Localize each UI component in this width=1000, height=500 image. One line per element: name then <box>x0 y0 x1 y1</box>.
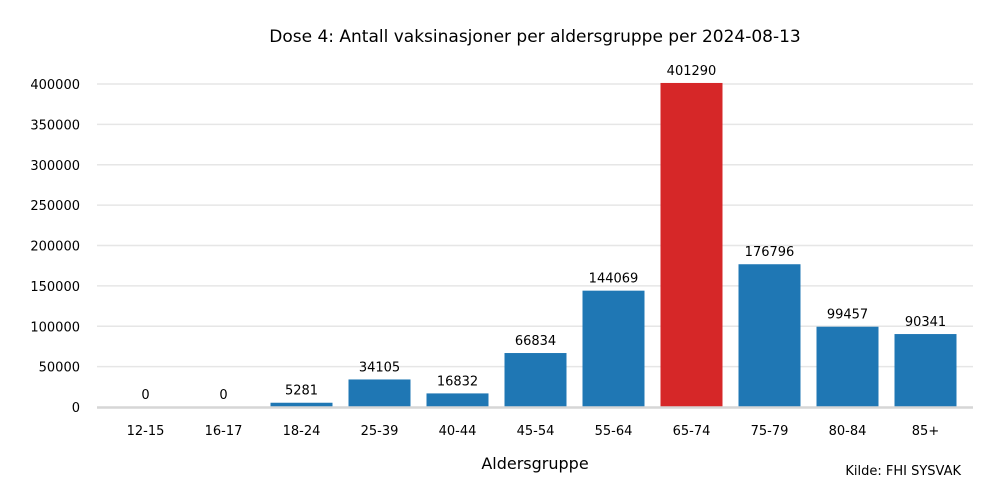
x-tick-label: 25-39 <box>361 424 399 439</box>
bar-55-64 <box>582 290 645 407</box>
y-tick-label: 100000 <box>30 320 80 335</box>
bars <box>270 82 957 408</box>
y-axis-ticks: 0 50000 100000 150000 200000 250000 300000 3500… <box>30 78 80 416</box>
bar-75-79 <box>738 264 801 407</box>
bar-65-74 <box>660 82 723 408</box>
x-tick-label: 65-74 <box>673 424 711 439</box>
data-label-80-84: 99457 <box>827 308 868 323</box>
source-note: Kilde: FHI SYSVAK <box>845 464 961 479</box>
data-label-40-44: 16832 <box>437 374 478 389</box>
bar-80-84 <box>816 326 879 407</box>
data-label-85+: 90341 <box>905 315 946 330</box>
x-tick-label: 75-79 <box>751 424 789 439</box>
data-label-12-15: 0 <box>141 388 149 403</box>
x-tick-label: 80-84 <box>829 424 867 439</box>
bar-25-39 <box>348 379 411 407</box>
data-labels: 0 0 5281 34105 16832 66834 144069 401290 176796 9… <box>141 64 946 403</box>
chart-title: Dose 4: Antall vaksinasjoner per aldersg… <box>269 27 801 47</box>
y-tick-label: 400000 <box>30 78 80 93</box>
x-tick-label: 85+ <box>912 424 939 439</box>
x-axis-ticks: 12-15 16-17 18-24 25-39 40-44 45-54 55-64 65-74… <box>127 424 940 439</box>
x-tick-label: 12-15 <box>127 424 165 439</box>
y-tick-label: 300000 <box>30 159 80 174</box>
data-label-18-24: 5281 <box>285 384 318 399</box>
bar-85+ <box>894 334 957 407</box>
x-tick-label: 45-54 <box>517 424 555 439</box>
data-label-25-39: 34105 <box>359 360 400 375</box>
x-tick-label: 40-44 <box>439 424 477 439</box>
data-label-45-54: 66834 <box>515 334 556 349</box>
y-tick-label: 0 <box>72 401 80 416</box>
bar-18-24 <box>270 402 333 407</box>
y-tick-label: 150000 <box>30 280 80 295</box>
y-tick-label: 350000 <box>30 118 80 133</box>
data-label-65-74: 401290 <box>667 64 717 79</box>
x-tick-label: 18-24 <box>283 424 321 439</box>
bar-40-44 <box>426 393 489 407</box>
x-tick-label: 16-17 <box>205 424 243 439</box>
y-tick-label: 50000 <box>39 361 80 376</box>
gridlines <box>97 83 973 368</box>
y-tick-label: 250000 <box>30 199 80 214</box>
x-tick-label: 55-64 <box>595 424 633 439</box>
y-tick-label: 200000 <box>30 240 80 255</box>
x-axis-title: Aldersgruppe <box>481 454 588 473</box>
data-label-75-79: 176796 <box>745 245 795 260</box>
bar-45-54 <box>504 353 567 407</box>
data-label-16-17: 0 <box>219 388 227 403</box>
data-label-55-64: 144069 <box>589 272 639 287</box>
